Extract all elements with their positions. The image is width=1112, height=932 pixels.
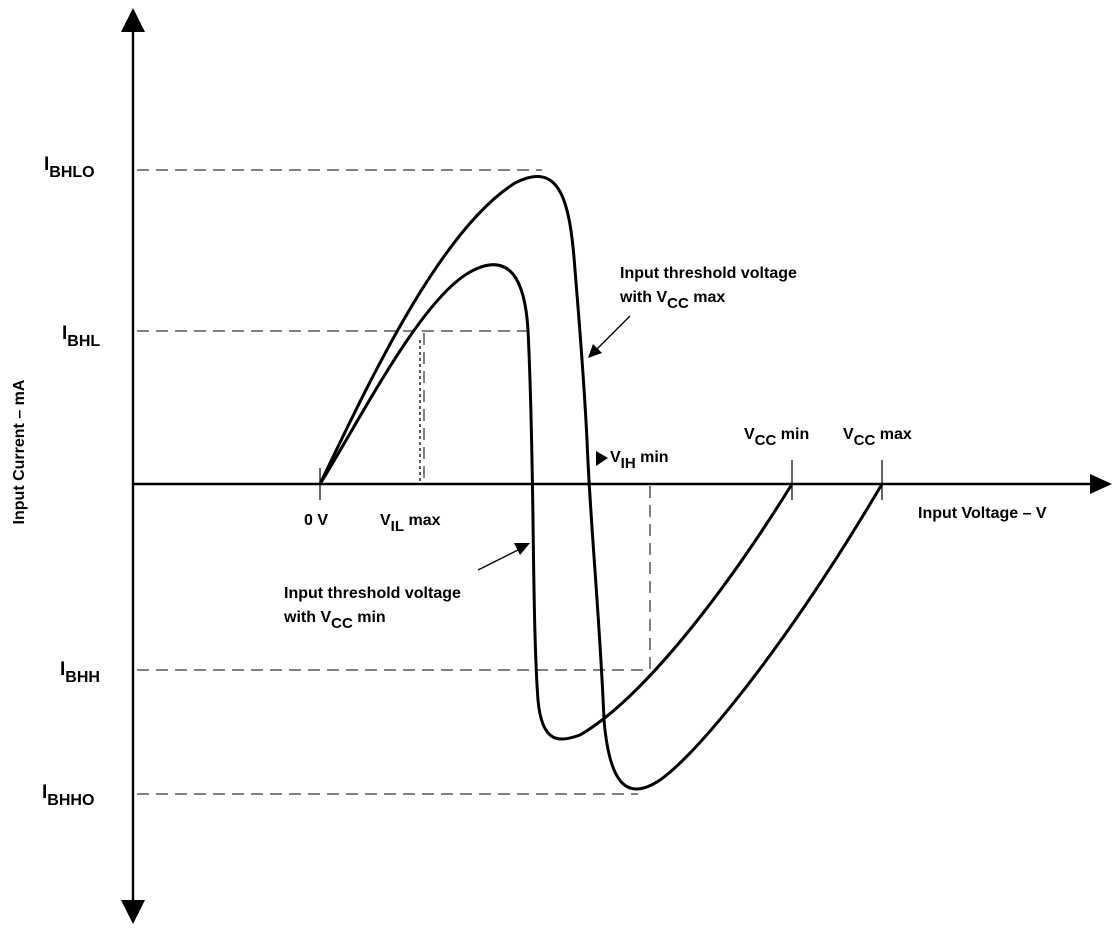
- vcc-min-pointer-line: [477, 549, 519, 571]
- x-axis-arrow: [1090, 474, 1112, 494]
- zero-volt-label: 0 V: [304, 512, 328, 529]
- ibhh-label: IBHH: [60, 659, 100, 686]
- vcc-max-curve: [318, 175, 884, 791]
- vil-max-label: VIL max: [380, 512, 441, 535]
- ibhho-label: IBHHO: [42, 782, 94, 809]
- vcc-max-annotation-line2: with VCC max: [619, 289, 725, 312]
- ibhl-label: IBHL: [62, 323, 100, 350]
- vcc-max-pointer-head: [588, 344, 602, 358]
- ibhlo-label: IBHLO: [44, 154, 95, 181]
- vih-min-label: VIH min: [610, 449, 669, 472]
- y-axis-arrow-down: [121, 900, 145, 924]
- y-axis-title: Input Current – mA: [11, 379, 28, 524]
- vcc-max-annotation-line1: Input threshold voltage: [620, 265, 797, 282]
- vcc-min-curve: [318, 263, 794, 741]
- vcc-min-annotation-line2: with VCC min: [283, 609, 386, 632]
- vcc-min-annotation-line1: Input threshold voltage: [284, 585, 461, 602]
- x-axis-title: Input Voltage – V: [918, 505, 1047, 522]
- vcc-min-label: VCC min: [744, 426, 809, 449]
- vih-min-arrowhead: [596, 451, 608, 466]
- vcc-max-pointer-line: [595, 315, 631, 351]
- vcc-min-pointer-head: [514, 543, 530, 555]
- y-axis-arrow-up: [121, 8, 145, 32]
- vcc-max-label: VCC max: [843, 426, 912, 449]
